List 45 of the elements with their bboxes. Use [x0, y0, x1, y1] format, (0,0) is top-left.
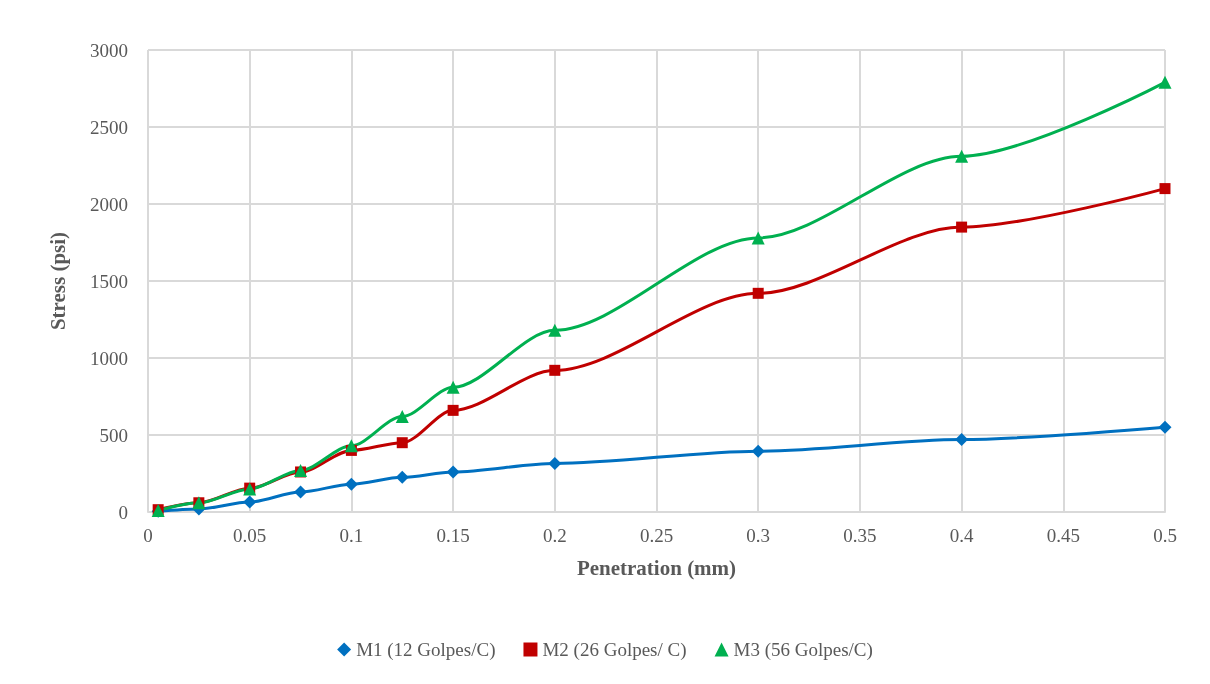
point — [751, 231, 765, 245]
x-tick-label: 0.05 — [233, 525, 267, 546]
point — [446, 465, 460, 479]
x-axis-title: Penetration (mm) — [576, 555, 737, 580]
x-tick-label: 0.1 — [339, 525, 364, 546]
legend-label: M1 (12 Golpes/C) — [356, 639, 496, 661]
y-tick-label: 1500 — [90, 270, 128, 292]
y-tick-label: 0 — [118, 501, 128, 523]
x-tick-label: 0.25 — [639, 525, 674, 546]
point — [395, 410, 409, 424]
point — [548, 323, 562, 337]
point — [1158, 75, 1172, 89]
point — [955, 149, 969, 163]
x-tick-label: 0.3 — [746, 525, 771, 546]
legend-label: M2 (26 Golpes/ C) — [542, 639, 687, 661]
legend-label: M3 (56 Golpes/C) — [733, 639, 873, 661]
point — [549, 364, 561, 376]
point — [294, 485, 308, 499]
point — [243, 495, 257, 509]
y-axis-title: Stress (psi) — [45, 231, 70, 331]
point — [956, 221, 968, 233]
point — [396, 437, 408, 449]
y-tick-label: 2500 — [90, 116, 128, 138]
point — [344, 439, 358, 453]
y-tick-label: 1000 — [90, 347, 128, 369]
x-tick-label: 0 — [143, 525, 153, 546]
y-tick-label: 3000 — [90, 39, 128, 61]
point — [751, 444, 765, 458]
point — [752, 287, 764, 299]
x-tick-label: 0.4 — [949, 525, 974, 546]
point — [955, 433, 969, 447]
point — [447, 404, 459, 416]
point — [1159, 183, 1171, 195]
y-tick-label: 2000 — [90, 193, 128, 215]
x-tick-label: 0.15 — [436, 525, 470, 546]
point — [395, 470, 409, 484]
point — [548, 456, 562, 470]
y-tick-label: 500 — [99, 424, 128, 446]
point — [446, 380, 460, 394]
x-tick-label: 0.35 — [843, 525, 877, 546]
x-tick-label: 0.5 — [1153, 525, 1177, 546]
point — [344, 477, 358, 491]
x-tick-label: 0.45 — [1046, 525, 1080, 546]
point — [1158, 420, 1172, 434]
x-tick-label: 0.2 — [542, 525, 567, 546]
